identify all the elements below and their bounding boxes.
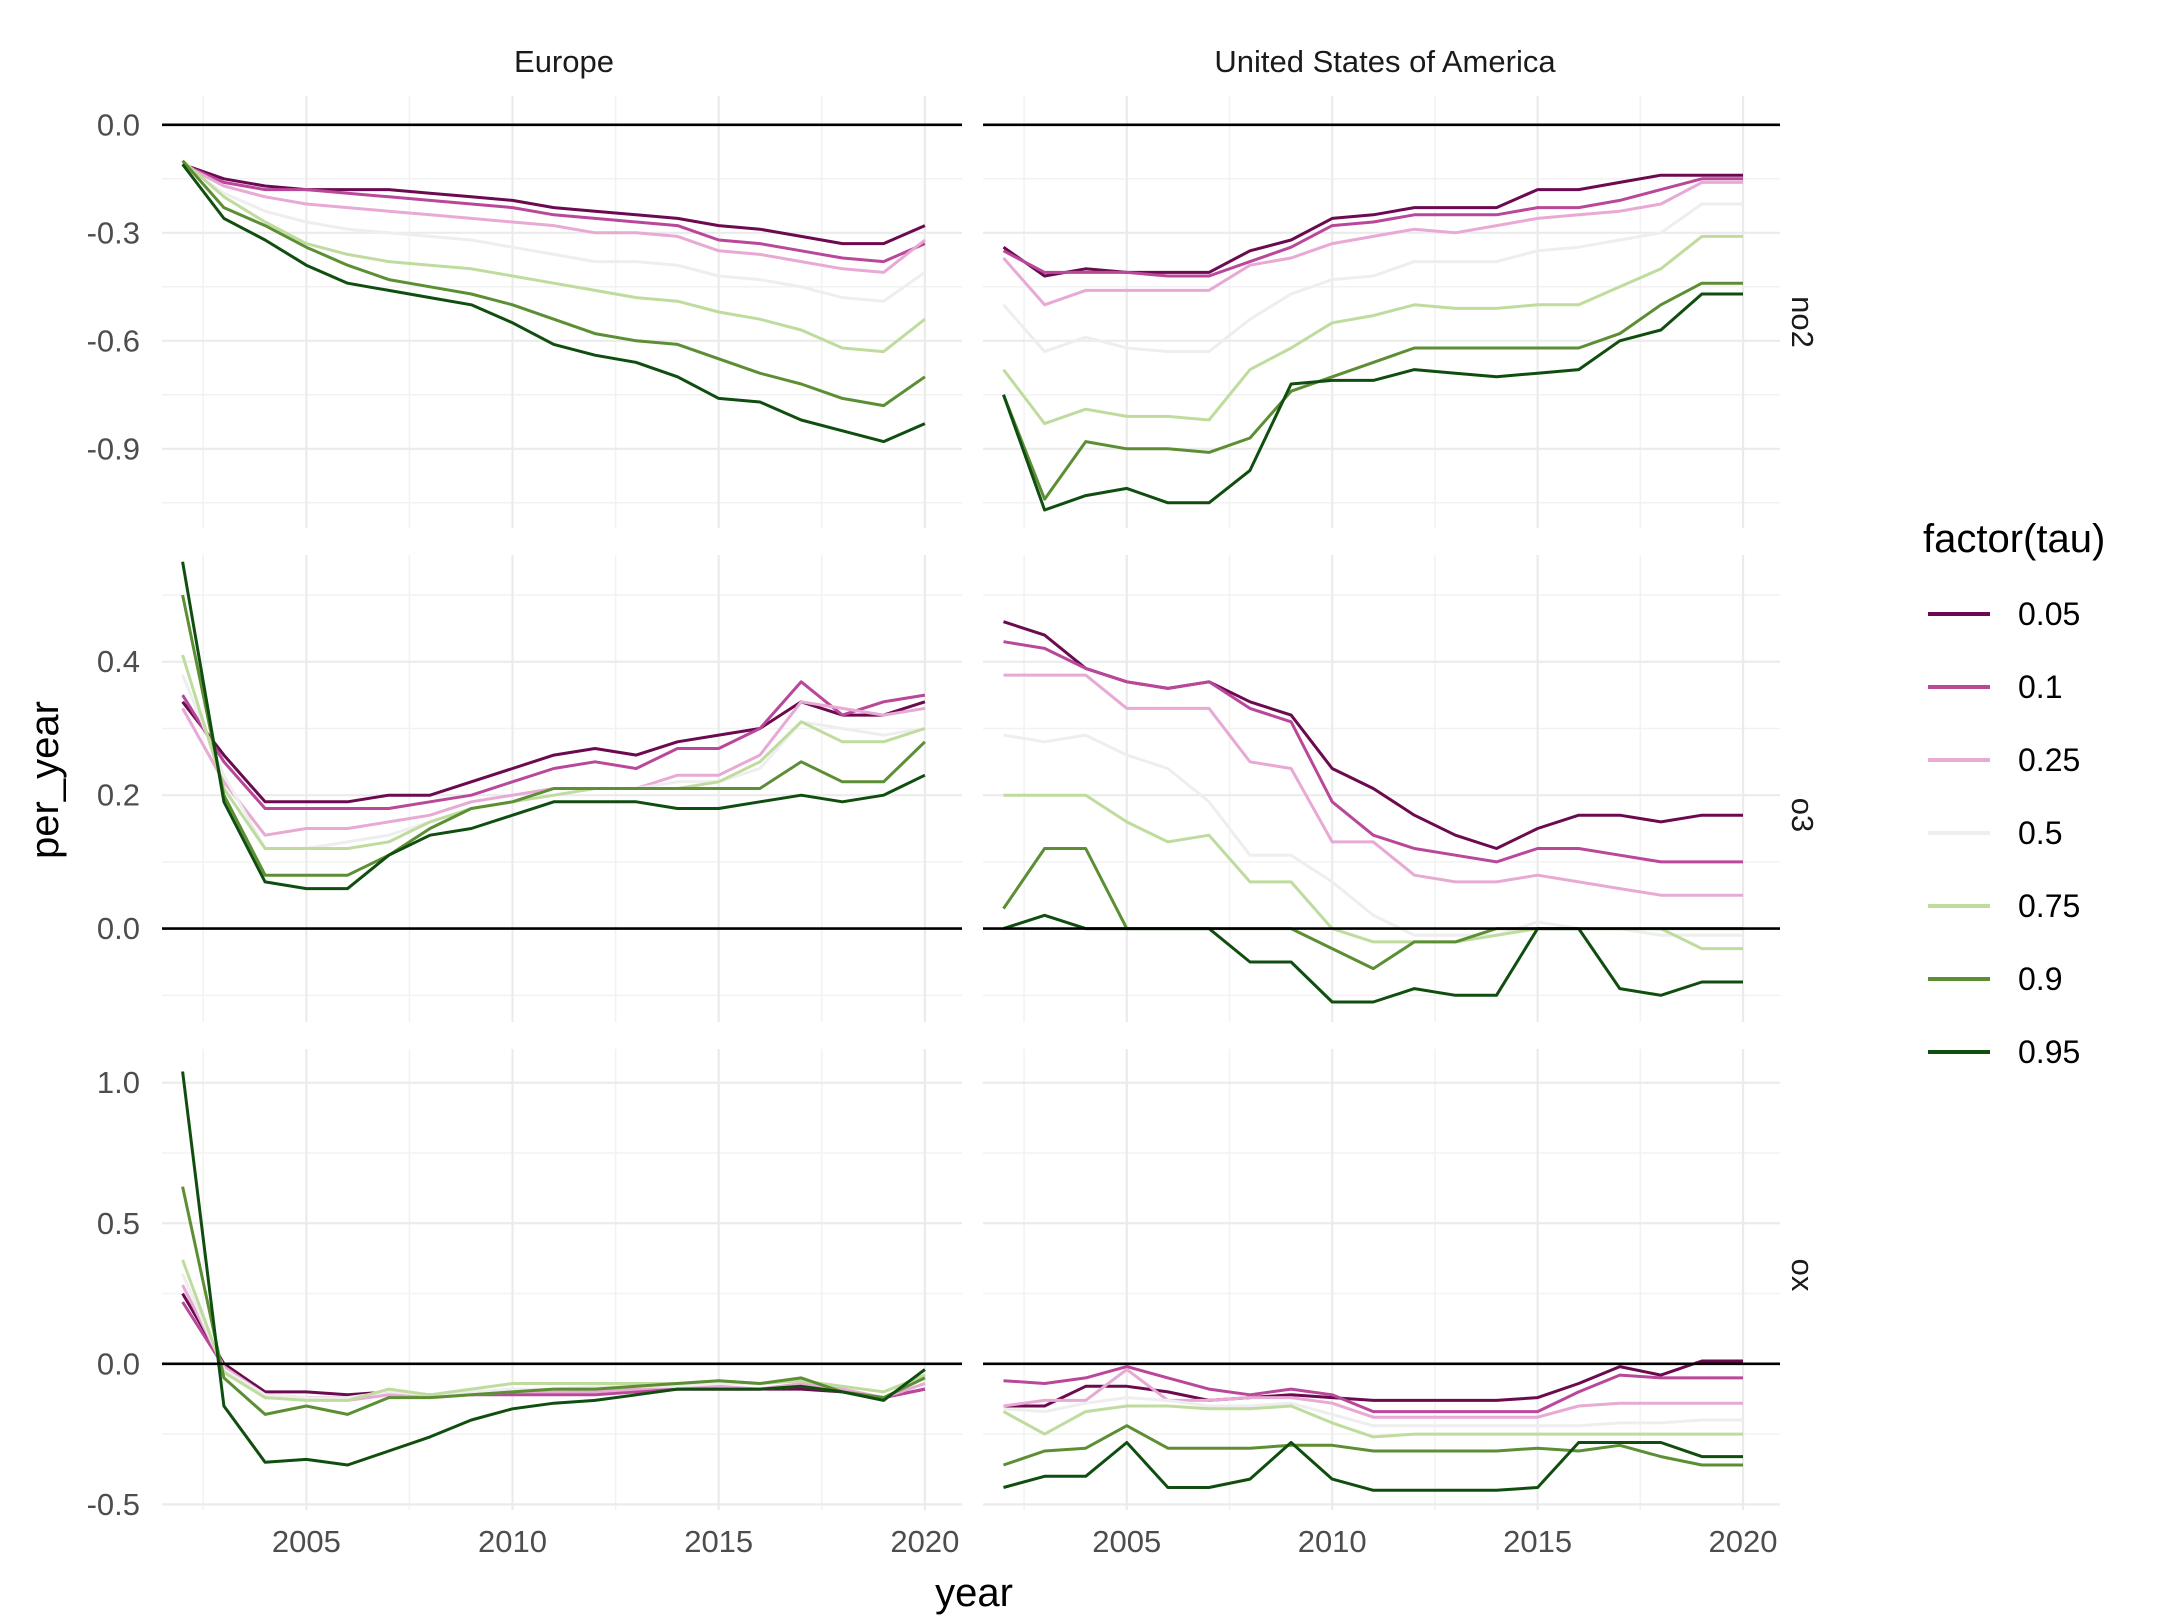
series-lines — [181, 1071, 926, 1467]
series-line-0.75 — [181, 159, 926, 354]
facet-column-label: Europe — [514, 44, 614, 79]
x-tick-label: 2005 — [1092, 1524, 1161, 1559]
facet-column-label: United States of America — [1214, 44, 1556, 79]
legend-label: 0.95 — [2018, 1034, 2080, 1070]
series-line-0.75 — [1002, 234, 1743, 426]
facet-panel — [983, 555, 1780, 1022]
series-line-0.1 — [1003, 640, 1743, 864]
x-tick-label: 2020 — [1709, 1524, 1778, 1559]
legend: factor(tau) 0.05 0.1 0.25 0.5 0.75 0.9 0.95 — [1923, 517, 2105, 1070]
series-line-0.9 — [181, 1186, 926, 1416]
series-lines — [181, 159, 926, 444]
x-tick-label: 2020 — [890, 1524, 959, 1559]
series-line-0.25 — [1003, 1368, 1743, 1419]
facet-row-label: no2 — [1785, 296, 1820, 348]
x-tick-label: 2010 — [478, 1524, 547, 1559]
series-line-0.5 — [1002, 202, 1743, 354]
series-line-0.9 — [181, 159, 926, 408]
y-tick-label: 0.0 — [97, 107, 140, 142]
legend-label: 0.05 — [2018, 596, 2080, 632]
legend-label: 0.75 — [2018, 888, 2080, 924]
facet-strips: Europe United States of America no2 o3 o… — [514, 44, 1820, 1292]
legend-item: 0.75 — [1928, 888, 2080, 924]
series-line-0.1 — [181, 680, 926, 810]
series-lines — [181, 561, 926, 891]
legend-label: 0.5 — [2018, 815, 2062, 851]
legend-item: 0.1 — [1928, 669, 2062, 705]
series-line-0.95 — [1002, 292, 1743, 512]
facet-panel — [983, 96, 1780, 528]
series-line-0.1 — [182, 163, 926, 264]
y-tick-label: 0.5 — [97, 1206, 140, 1241]
legend-item: 0.95 — [1928, 1034, 2080, 1070]
legend-title: factor(tau) — [1923, 517, 2105, 561]
series-line-0.05 — [1003, 1359, 1743, 1408]
series-line-0.1 — [1002, 177, 1743, 278]
y-tick-label: -0.6 — [87, 323, 140, 358]
y-tick-label: -0.9 — [87, 431, 140, 466]
series-line-0.95 — [181, 1071, 926, 1467]
series-line-0.75 — [181, 1259, 926, 1402]
legend-item: 0.25 — [1928, 742, 2080, 778]
legend-item: 0.05 — [1928, 596, 2080, 632]
legend-item: 0.9 — [1928, 961, 2062, 997]
series-line-0.9 — [181, 594, 926, 877]
axis-ticks: 0.0 -0.3 -0.6 -0.9 0.0 0.2 0.4 -0.5 0.0 0.5 1.0 200… — [87, 107, 1778, 1559]
facet-panel — [162, 1049, 962, 1510]
series-line-0.9 — [1002, 281, 1743, 501]
y-tick-label: 1.0 — [97, 1065, 140, 1100]
x-tick-label: 2015 — [1503, 1524, 1572, 1559]
facet-panels — [162, 96, 1780, 1510]
legend-label: 0.9 — [2018, 961, 2062, 997]
y-tick-label: 0.4 — [97, 644, 140, 679]
series-line-0.95 — [181, 163, 926, 444]
facet-panel — [162, 555, 962, 1022]
series-line-0.1 — [1003, 1365, 1743, 1414]
x-tick-label: 2015 — [684, 1524, 753, 1559]
series-lines — [1002, 1359, 1743, 1492]
series-line-0.95 — [181, 561, 926, 891]
legend-label: 0.25 — [2018, 742, 2080, 778]
y-axis-title: per_year — [23, 701, 67, 859]
x-tick-label: 2010 — [1298, 1524, 1367, 1559]
series-line-0.25 — [181, 163, 926, 274]
series-line-0.75 — [1002, 1404, 1743, 1439]
series-line-0.95 — [1003, 1441, 1743, 1492]
series-line-0.5 — [181, 163, 926, 303]
series-line-0.9 — [1003, 1424, 1743, 1467]
facet-panel — [162, 96, 962, 528]
x-tick-label: 2005 — [272, 1524, 341, 1559]
series-lines — [1002, 173, 1743, 512]
y-tick-label: 0.2 — [97, 778, 140, 813]
series-line-0.75 — [181, 654, 926, 850]
y-tick-label: 0.0 — [97, 1346, 140, 1381]
x-axis-title: year — [935, 1571, 1013, 1615]
legend-label: 0.1 — [2018, 669, 2062, 705]
legend-item: 0.5 — [1928, 815, 2062, 851]
facet-row-label: o3 — [1785, 798, 1820, 832]
series-line-0.25 — [1002, 180, 1743, 307]
facet-row-label: ox — [1785, 1259, 1820, 1292]
y-tick-label: -0.5 — [87, 1487, 140, 1522]
y-tick-label: -0.3 — [87, 215, 140, 250]
series-line-0.5 — [1003, 1396, 1743, 1428]
series-line-0.25 — [1003, 673, 1743, 897]
facet-panel — [983, 1049, 1780, 1510]
y-tick-label: 0.0 — [97, 911, 140, 946]
